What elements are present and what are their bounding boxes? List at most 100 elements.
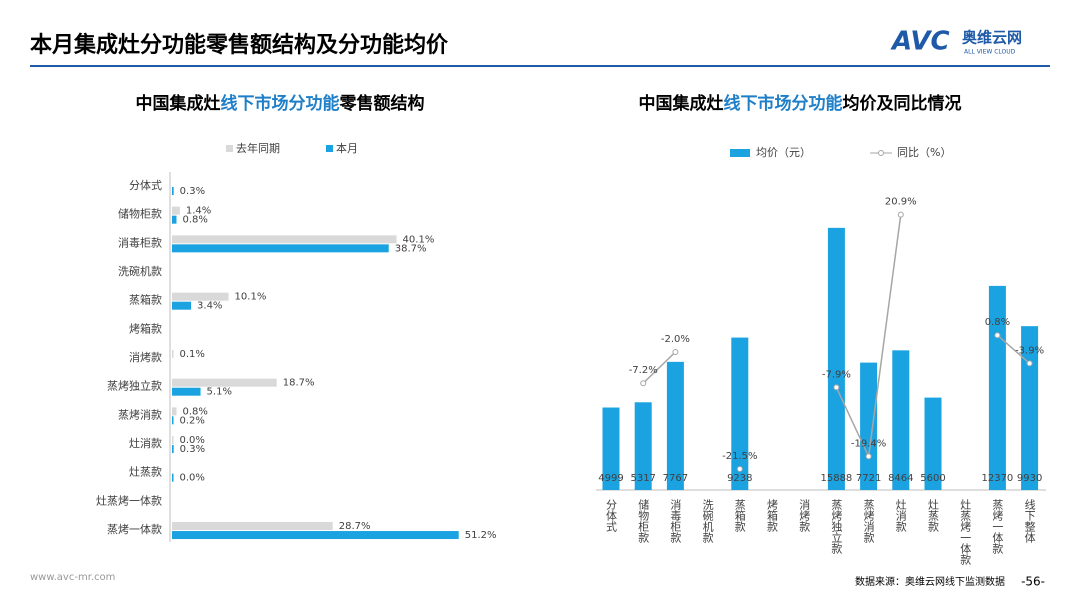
- x-tick-label: 线下整体: [1023, 498, 1036, 543]
- data-label: 12370: [981, 473, 1013, 484]
- y-tick-label: 灶蒸款: [129, 465, 162, 479]
- bar: [924, 397, 942, 490]
- data-label: 1.4%: [186, 206, 211, 217]
- logo-cn: 奥维云网: [962, 29, 1022, 47]
- legend-swatch: [730, 149, 750, 157]
- line-marker: [865, 453, 872, 460]
- page-number: -56-: [1021, 575, 1045, 589]
- line-marker: [994, 332, 1001, 339]
- bar: [988, 285, 1006, 490]
- x-tick-label: 分体式: [605, 499, 618, 532]
- line-marker: [897, 211, 904, 218]
- data-label: 8464: [888, 473, 913, 484]
- x-tick-label: 蒸烤独立款: [830, 499, 843, 555]
- x-tick-label: 烤箱款: [766, 498, 779, 533]
- bar: [860, 362, 878, 490]
- y-tick-label: 烤箱款: [129, 321, 162, 335]
- bar: [172, 350, 174, 359]
- bar: [172, 407, 177, 416]
- legend-label: 去年同期: [236, 141, 280, 155]
- bar: [827, 227, 845, 490]
- x-tick-label: 蒸烤一体款: [991, 499, 1004, 555]
- data-label: 7767: [663, 473, 688, 484]
- bar: [634, 402, 652, 490]
- bar: [172, 215, 177, 224]
- x-tick-label: 蒸烤消款: [862, 499, 875, 544]
- data-label: 51.2%: [465, 530, 497, 541]
- x-tick-label: 消烤款: [798, 498, 811, 533]
- bar: [172, 292, 229, 301]
- x-tick-label: 灶蒸款: [927, 499, 940, 533]
- data-label: 0.1%: [180, 349, 205, 360]
- data-label: 9930: [1017, 473, 1042, 484]
- data-label: -3.9%: [1015, 345, 1044, 356]
- data-label: 0.2%: [180, 415, 205, 426]
- bar: [172, 436, 174, 445]
- bar: [666, 361, 684, 490]
- line-marker: [736, 466, 743, 472]
- data-label: 0.0%: [180, 473, 205, 484]
- x-tick-label: 灶蒸烤一体款: [959, 499, 972, 566]
- y-tick-label: 灶消款: [129, 436, 162, 450]
- bar: [602, 407, 620, 490]
- bar: [172, 522, 333, 531]
- data-label: 0.3%: [180, 186, 205, 197]
- logo-en: ALL VIEW CLOUD: [964, 49, 1016, 56]
- logo: AVC: [890, 27, 950, 57]
- legend-label: 本月: [336, 141, 358, 155]
- bar: [892, 350, 910, 490]
- y-tick-label: 消毒柜款: [118, 235, 162, 249]
- x-tick-label: 消毒柜款: [669, 498, 682, 544]
- data-label: -2.0%: [661, 334, 690, 345]
- data-label: 7721: [856, 473, 881, 484]
- bar: [172, 235, 397, 244]
- legend-label: 同比（%）: [897, 146, 951, 159]
- data-label: 0.8%: [182, 406, 207, 417]
- x-tick-label: 灶消款: [894, 499, 907, 533]
- y-tick-label: 储物柜款: [118, 207, 162, 221]
- y-tick-label: 洗碗机款: [118, 264, 162, 278]
- y-tick-label: 蒸烤独立款: [107, 379, 162, 393]
- data-label: 18.7%: [283, 378, 315, 389]
- y-tick-label: 灶蒸烤一体款: [96, 493, 162, 507]
- data-label: -7.9%: [822, 369, 851, 380]
- data-label: 20.9%: [885, 197, 917, 208]
- x-tick-label: 储物柜款: [637, 498, 650, 544]
- legend-swatch: [226, 145, 233, 152]
- bar: [172, 416, 174, 425]
- data-label: 38.7%: [395, 243, 427, 254]
- data-label: 5317: [630, 473, 655, 484]
- bar: [172, 445, 174, 454]
- data-label: 0.3%: [180, 444, 205, 455]
- data-label: 40.1%: [403, 234, 435, 245]
- line-marker: [1026, 360, 1033, 367]
- data-label: 0.8%: [182, 215, 207, 226]
- data-label: 9238: [727, 473, 752, 484]
- y-tick-label: 蒸烤一体款: [107, 522, 162, 536]
- x-tick-label: 蒸箱款: [733, 499, 746, 533]
- data-label: 0.0%: [180, 435, 205, 446]
- bar: [172, 187, 174, 195]
- bar: [172, 206, 180, 215]
- data-label: 4999: [598, 473, 623, 484]
- x-tick-label: 洗碗机款: [701, 499, 714, 544]
- y-tick-label: 蒸箱款: [129, 293, 162, 307]
- y-tick-label: 蒸烤消款: [118, 407, 162, 421]
- footer-source: 数据来源：奥维云网线下监测数据: [855, 575, 1005, 588]
- legend-marker: [878, 150, 884, 156]
- data-label: 5600: [920, 473, 945, 484]
- data-label: 5.1%: [207, 387, 232, 398]
- legend-swatch: [326, 145, 333, 152]
- chart-title: 中国集成灶线下市场分功能均价及同比情况: [639, 93, 962, 114]
- line: [996, 334, 1031, 364]
- data-label: -21.5%: [722, 451, 757, 462]
- data-label: 10.1%: [235, 292, 267, 303]
- bar: [172, 387, 201, 396]
- bar: [172, 473, 174, 482]
- bar: [172, 531, 459, 540]
- y-tick-label: 消烤款: [129, 350, 162, 364]
- line: [642, 351, 676, 384]
- footer-url: www.avc-mr.com: [30, 572, 115, 583]
- bar: [172, 301, 192, 310]
